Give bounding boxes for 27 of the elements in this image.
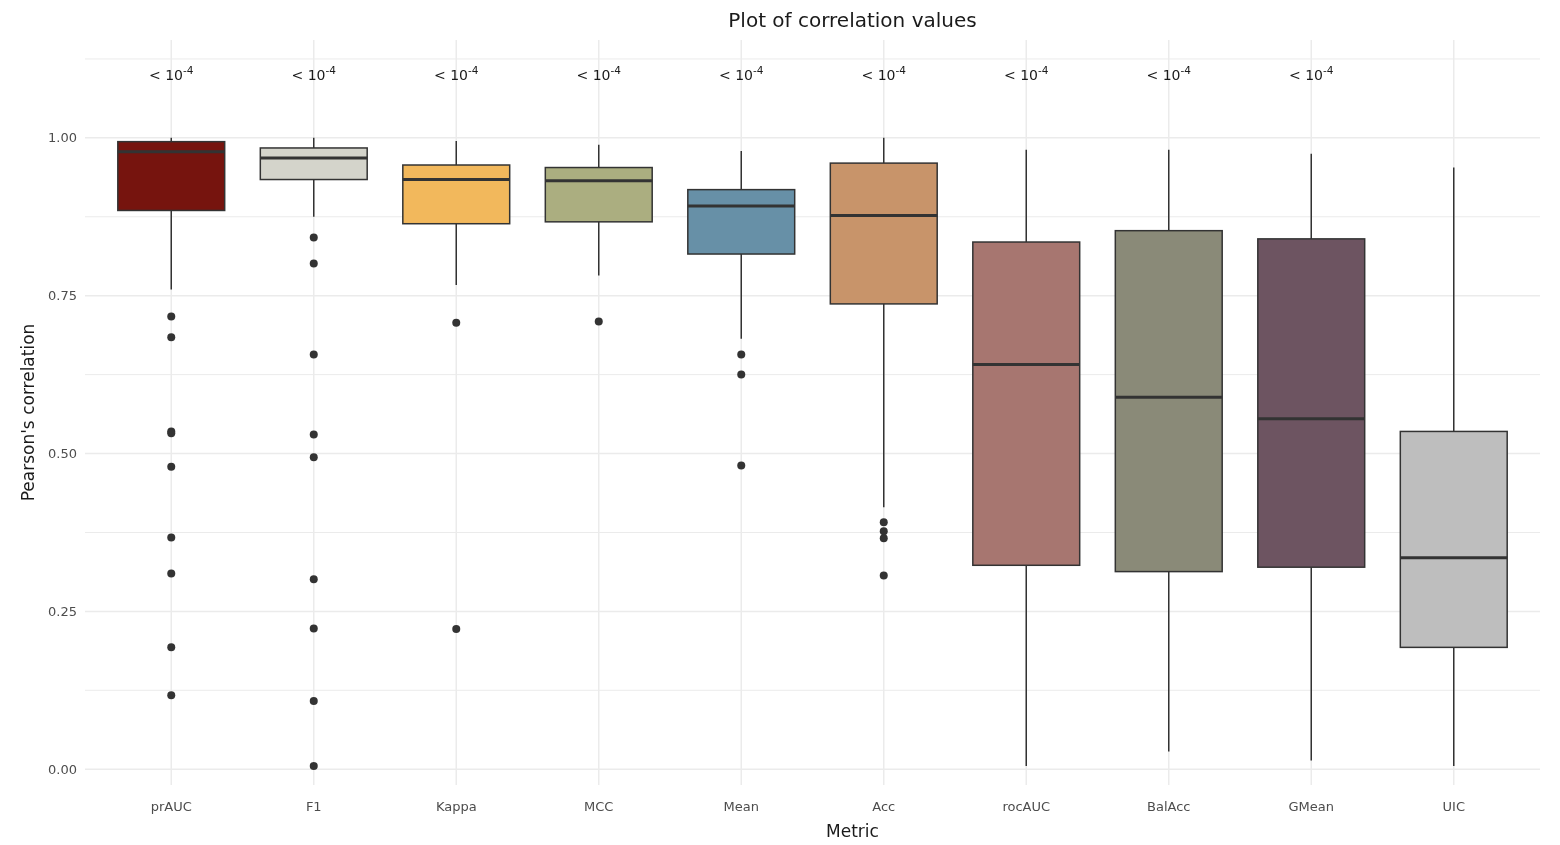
annotation: < 10$^{-4}$ bbox=[434, 64, 479, 83]
x-axis-title: Metric bbox=[826, 821, 879, 841]
x-tick-label: Acc bbox=[872, 799, 896, 814]
x-tick-label: BalAcc bbox=[1147, 799, 1191, 814]
x-tick-label: Mean bbox=[723, 799, 759, 814]
x-tick-label: MCC bbox=[584, 799, 614, 814]
x-tick-label: UIC bbox=[1442, 799, 1465, 814]
x-tick-label: rocAUC bbox=[1002, 799, 1051, 814]
annotation: < 10$^{-4}$ bbox=[1146, 64, 1192, 83]
annotation: < 10$^{-4}$ bbox=[576, 64, 622, 83]
annotation: < 10$^{-4}$ bbox=[149, 64, 194, 83]
y-tick-label: 0.25 bbox=[48, 603, 77, 619]
y-tick-label: 0.50 bbox=[48, 446, 77, 462]
annotation: < 10$^{-4}$ bbox=[861, 64, 907, 83]
y-tick-label: 1.00 bbox=[48, 130, 77, 146]
annotation: < 10$^{-4}$ bbox=[1004, 64, 1049, 83]
annotation: < 10$^{-4}$ bbox=[291, 64, 337, 83]
annotation: < 10$^{-4}$ bbox=[719, 64, 764, 83]
x-tick-label: Kappa bbox=[435, 799, 477, 814]
x-tick-label: F1 bbox=[305, 799, 322, 814]
annotation: < 10$^{-4}$ bbox=[1289, 64, 1334, 83]
y-axis-title: Pearson's correlation bbox=[18, 323, 38, 502]
y-tick-label: 0.75 bbox=[48, 288, 77, 304]
y-tick-label: 0.00 bbox=[48, 761, 77, 777]
x-tick-label: prAUC bbox=[150, 799, 192, 814]
x-tick-label: GMean bbox=[1288, 799, 1334, 814]
chart-title: Plot of correlation values bbox=[728, 8, 977, 32]
